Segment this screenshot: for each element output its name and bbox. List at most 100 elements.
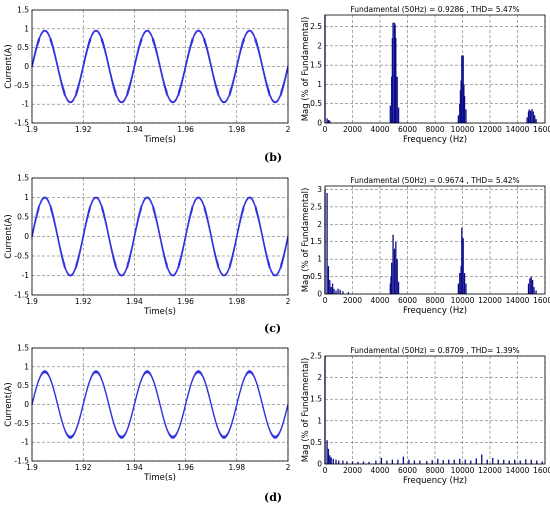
y-tick-label: 0.5 [310, 272, 322, 281]
x-tick-label: 2000 [343, 296, 362, 305]
y-tick-label: -0.5 [14, 81, 29, 90]
y-tick-label: -1.5 [14, 119, 29, 128]
y-tick-label: 2 [317, 220, 322, 229]
axes-frame [324, 14, 546, 124]
x-tick-label: 4000 [370, 296, 389, 305]
x-tick-label: 8000 [425, 466, 444, 475]
x-tick-label: 4000 [370, 466, 389, 475]
x-tick-label: 4000 [370, 125, 389, 134]
x-tick-label: 1.96 [177, 125, 194, 134]
y-tick-label: 1 [24, 193, 29, 202]
y-tick-label: 2.5 [310, 22, 322, 31]
x-tick-label: 12000 [478, 296, 502, 305]
x-tick-label: 1.96 [177, 297, 194, 306]
x-tick-label: 1.96 [177, 463, 194, 472]
y-tick-label: 0 [317, 290, 322, 299]
y-tick-label: -0.5 [14, 419, 29, 428]
y-tick-label: 0.5 [17, 43, 29, 52]
x-tick-label: 2 [286, 297, 291, 306]
x-tick-label: 1.98 [228, 463, 245, 472]
x-tick-label: 10000 [451, 466, 475, 475]
y-tick-label: 0 [24, 62, 29, 71]
x-axis-label: Time(s) [143, 473, 176, 483]
y-tick-label: -1.5 [14, 291, 29, 300]
y-tick-label: 0.5 [17, 213, 29, 222]
x-tick-label: 1.94 [126, 463, 143, 472]
plot-panels: 1.9 1.92 1.94 1.96 1.98 2-1.5-1-0.500.511.5Ti… [4, 5, 550, 486]
chart-title: Fundamental (50Hz) = 0.8709 , THD= 1.39% [350, 346, 519, 355]
x-tick-label: 1.92 [75, 463, 92, 472]
chart-c-left: 1.9 1.92 1.94 1.96 1.98 2 -1.5 -1 -0.5 0 0.5 1 1.5 Ti… [4, 174, 291, 318]
x-tick-label: 1.9 [26, 297, 38, 306]
x-tick-label: 6000 [398, 296, 417, 305]
y-tick-label: -1.5 [14, 457, 29, 466]
y-tick-label: 1.5 [17, 6, 29, 15]
x-tick-label: 2000 [343, 466, 362, 475]
y-tick-label: -0.5 [14, 252, 29, 261]
y-tick-label: 3 [317, 185, 322, 194]
x-tick-label: 6000 [398, 125, 417, 134]
y-axis-label: Current(A) [4, 382, 14, 426]
chart-b-left: 1.9 1.92 1.94 1.96 1.98 2 -1.5 -1 -0.5 0 0.5 1 1.5 Ti… [4, 6, 291, 146]
x-axis-label: Time(s) [143, 135, 176, 145]
panel-label-c: (c) [264, 322, 281, 335]
x-tick-label: 1.98 [228, 297, 245, 306]
x-tick-label: 10000 [451, 125, 475, 134]
y-axis-label: Mag (% of Fundamental) [301, 17, 311, 122]
chart-title: Fundamental (50Hz) = 0.9286 , THD= 5.47% [350, 5, 519, 14]
x-tick-label: 0 [323, 125, 328, 134]
x-axis-label: Frequency (Hz) [403, 476, 467, 486]
axes-frame [31, 177, 289, 296]
y-axis-label: Mag (% of Fundamental) [301, 188, 311, 293]
x-tick-label: 14000 [506, 466, 530, 475]
x-tick-label: 1.94 [126, 125, 143, 134]
x-tick-label: 2000 [343, 125, 362, 134]
y-tick-label: 1.5 [310, 61, 322, 70]
y-tick-label: 1 [317, 255, 322, 264]
x-tick-label: 1.92 [75, 125, 92, 134]
y-tick-label: 1 [24, 362, 29, 371]
x-tick-label: 1.9 [26, 125, 38, 134]
axes-frame [324, 185, 546, 295]
x-tick-label: 1.92 [75, 297, 92, 306]
y-tick-label: 1.5 [17, 344, 29, 353]
x-tick-label: 1.94 [126, 297, 143, 306]
y-axis-label: Mag (% of Fundamental) [301, 358, 311, 463]
current-waveform [31, 369, 289, 440]
x-tick-label: 8000 [425, 296, 444, 305]
y-tick-label: 0 [317, 119, 322, 128]
current-waveform [31, 196, 289, 277]
x-tick-label: 0 [323, 296, 328, 305]
y-axis-label: Current(A) [4, 44, 14, 88]
x-tick-label: 12000 [478, 466, 502, 475]
x-tick-label: 2 [286, 125, 291, 134]
x-tick-label: 8000 [425, 125, 444, 134]
y-tick-label: 0 [317, 460, 322, 469]
x-tick-label: 14000 [506, 125, 530, 134]
y-tick-label: 2.5 [310, 202, 322, 211]
panel-label-b: (b) [264, 151, 282, 164]
y-tick-label: 1.5 [310, 395, 322, 404]
x-tick-label: 12000 [478, 125, 502, 134]
y-axis-label: Current(A) [4, 214, 14, 258]
axes-frame [324, 355, 546, 465]
y-tick-label: 0.5 [310, 99, 322, 108]
x-tick-label: 1.9 [26, 463, 38, 472]
y-tick-label: 1 [317, 80, 322, 89]
x-tick-label: 10000 [451, 296, 475, 305]
y-tick-label: 0.5 [17, 381, 29, 390]
x-axis-label: Frequency (Hz) [403, 306, 467, 316]
x-axis-label: Time(s) [143, 307, 176, 317]
y-tick-label: 1 [317, 416, 322, 425]
y-tick-label: 1.5 [310, 237, 322, 246]
current-waveform [31, 29, 289, 104]
y-tick-label: -1 [22, 100, 30, 109]
x-tick-label: 2 [286, 463, 291, 472]
x-axis-label: Frequency (Hz) [403, 135, 467, 145]
chart-title: Fundamental (50Hz) = 0.9674 , THD= 5.42% [350, 176, 519, 185]
